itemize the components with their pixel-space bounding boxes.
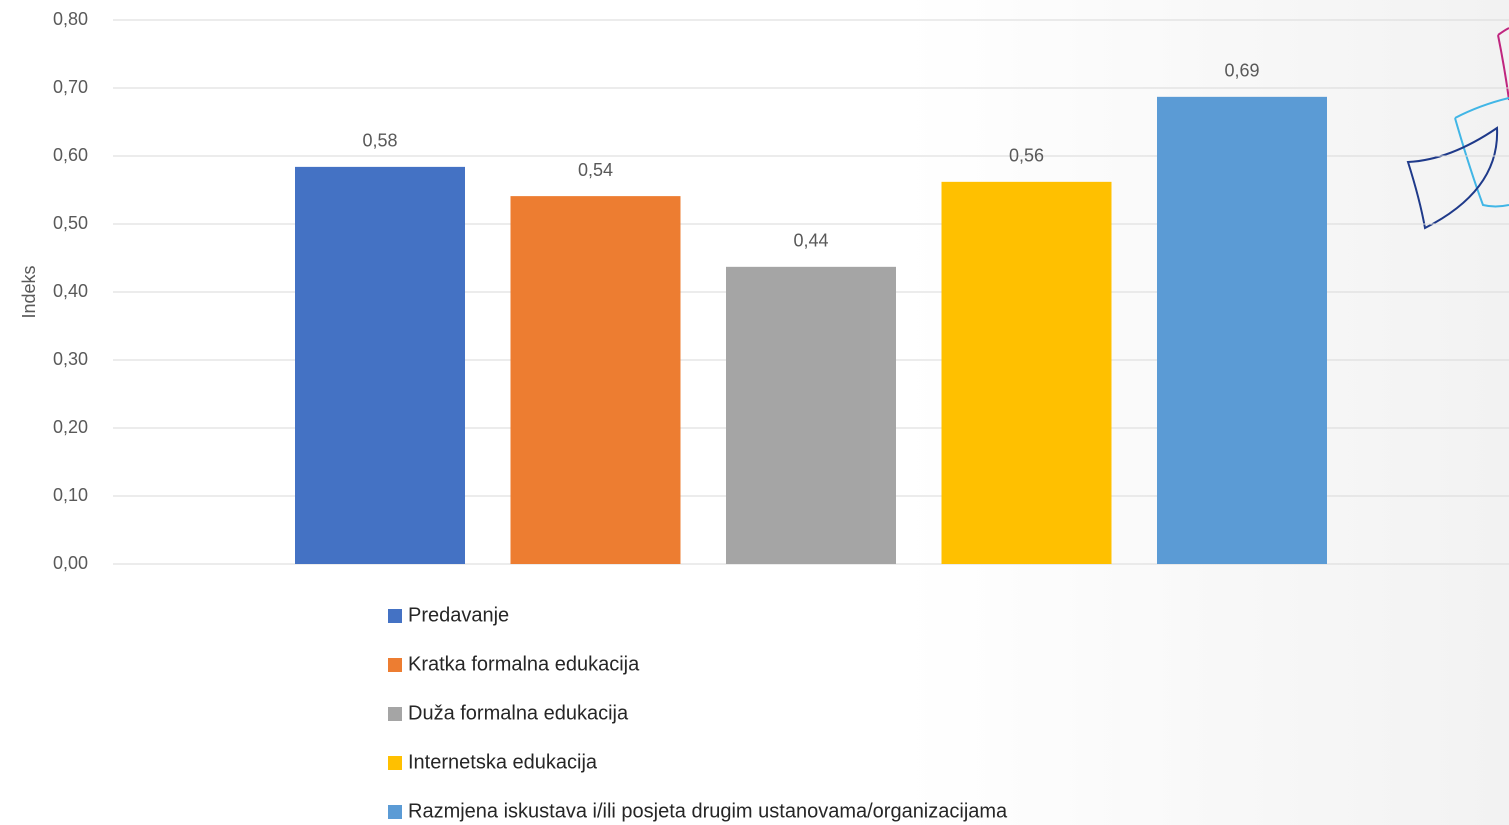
bar [941, 181, 1112, 564]
bar [1157, 96, 1327, 564]
legend-swatch [388, 658, 402, 672]
legend-text: Duža formalna edukacija [408, 702, 629, 724]
bar [510, 196, 681, 564]
y-tick-label: 0,60 [53, 145, 88, 165]
y-tick-label: 0,80 [53, 9, 88, 29]
y-tick-label: 0,10 [53, 485, 88, 505]
legend-swatch [388, 707, 402, 721]
bar [295, 166, 465, 564]
legend-text: Kratka formalna edukacija [408, 653, 640, 675]
y-tick-label: 0,40 [53, 281, 88, 301]
data-label: 0,58 [362, 131, 397, 151]
bar [726, 266, 896, 564]
y-tick-label: 0,00 [53, 553, 88, 573]
legend-swatch [388, 756, 402, 770]
legend-text: Internetska edukacija [408, 751, 598, 773]
data-label: 0,54 [578, 160, 613, 180]
legend-swatch [388, 609, 402, 623]
y-tick-label: 0,70 [53, 77, 88, 97]
data-label: 0,56 [1009, 146, 1044, 166]
y-tick-label: 0,30 [53, 349, 88, 369]
legend-text: Razmjena iskustava i/ili posjeta drugim … [408, 800, 1008, 822]
decoration [1406, 27, 1509, 230]
y-tick-label: 0,50 [53, 213, 88, 233]
legend-swatch [388, 805, 402, 819]
data-label: 0,44 [793, 231, 828, 251]
data-label: 0,69 [1224, 61, 1259, 81]
y-tick-label: 0,20 [53, 417, 88, 437]
y-axis-label: Indeks [19, 265, 39, 318]
legend-text: Predavanje [408, 604, 509, 626]
